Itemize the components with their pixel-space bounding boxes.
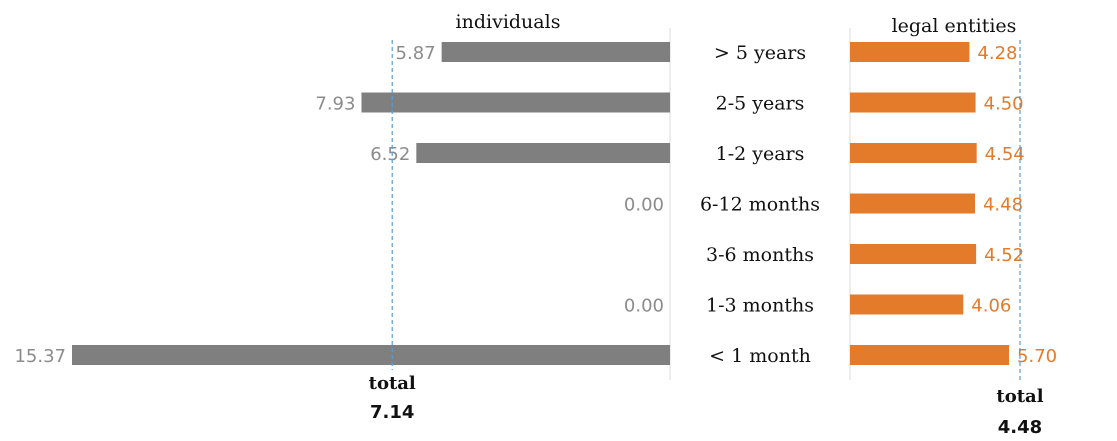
individuals-bar-5-years — [441, 42, 670, 62]
category-label-1-month: < 1 month — [709, 345, 811, 367]
legal-entities-value-6-12-months: 4.48 — [983, 195, 1023, 216]
individuals-total-label: total — [369, 373, 416, 394]
individuals-bar-1-month — [72, 345, 670, 365]
category-label-1-2-years: 1-2 years — [716, 143, 805, 165]
individuals-bar-1-2-years — [416, 143, 670, 163]
legal-entities-total-label: total — [996, 386, 1043, 407]
legal-entities-value-1-month: 5.70 — [1017, 346, 1057, 367]
individuals-value-labels: 5.87 7.93 6.52 0.00 0.00 15.37 — [14, 43, 664, 367]
right-panel-title: legal entities — [892, 15, 1017, 37]
category-label-1-3-months: 1-3 months — [706, 295, 814, 317]
individuals-value-5-years: 5.87 — [396, 43, 436, 64]
legal-entities-value-1-2-years: 4.54 — [985, 144, 1025, 165]
individuals-bars — [72, 42, 670, 365]
left-panel-title: individuals — [456, 11, 561, 33]
individuals-value-6-12-months: 0.00 — [624, 195, 664, 216]
individuals-value-1-3-months: 0.00 — [624, 296, 664, 317]
category-label-2-5-years: 2-5 years — [716, 93, 805, 115]
category-label-5-years: > 5 years — [714, 42, 806, 64]
legal-entities-value-1-3-months: 4.06 — [971, 296, 1011, 317]
legal-entities-bar-1-3-months — [850, 294, 964, 315]
individuals-value-2-5-years: 7.93 — [315, 94, 355, 115]
category-label-3-6-months: 3-6 months — [706, 244, 814, 266]
legal-entities-total-value: 4.48 — [998, 417, 1042, 438]
legal-entities-bar-6-12-months — [850, 193, 975, 214]
individuals-value-1-month: 15.37 — [14, 346, 66, 367]
legal-entities-value-labels: 4.28 4.50 4.54 4.48 4.52 4.06 5.70 — [971, 43, 1057, 367]
legal-entities-value-5-years: 4.28 — [977, 43, 1017, 64]
legal-entities-bar-1-2-years — [850, 143, 977, 163]
category-labels: > 5 years 2-5 years 1-2 years 6-12 months 3-… — [700, 42, 820, 367]
individuals-bar-2-5-years — [361, 92, 670, 113]
legal-entities-value-2-5-years: 4.50 — [984, 94, 1024, 115]
legal-entities-bar-2-5-years — [850, 92, 976, 113]
individuals-value-1-2-years: 6.52 — [370, 144, 410, 165]
legal-entities-bar-3-6-months — [850, 244, 977, 264]
legal-entities-bar-5-years — [850, 42, 970, 62]
legal-entities-bar-1-month — [850, 345, 1010, 365]
category-label-6-12-months: 6-12 months — [700, 194, 820, 216]
legal-entities-value-3-6-months: 4.52 — [984, 245, 1024, 266]
legal-entities-bars — [850, 42, 1010, 365]
individuals-total-value: 7.14 — [370, 402, 414, 423]
